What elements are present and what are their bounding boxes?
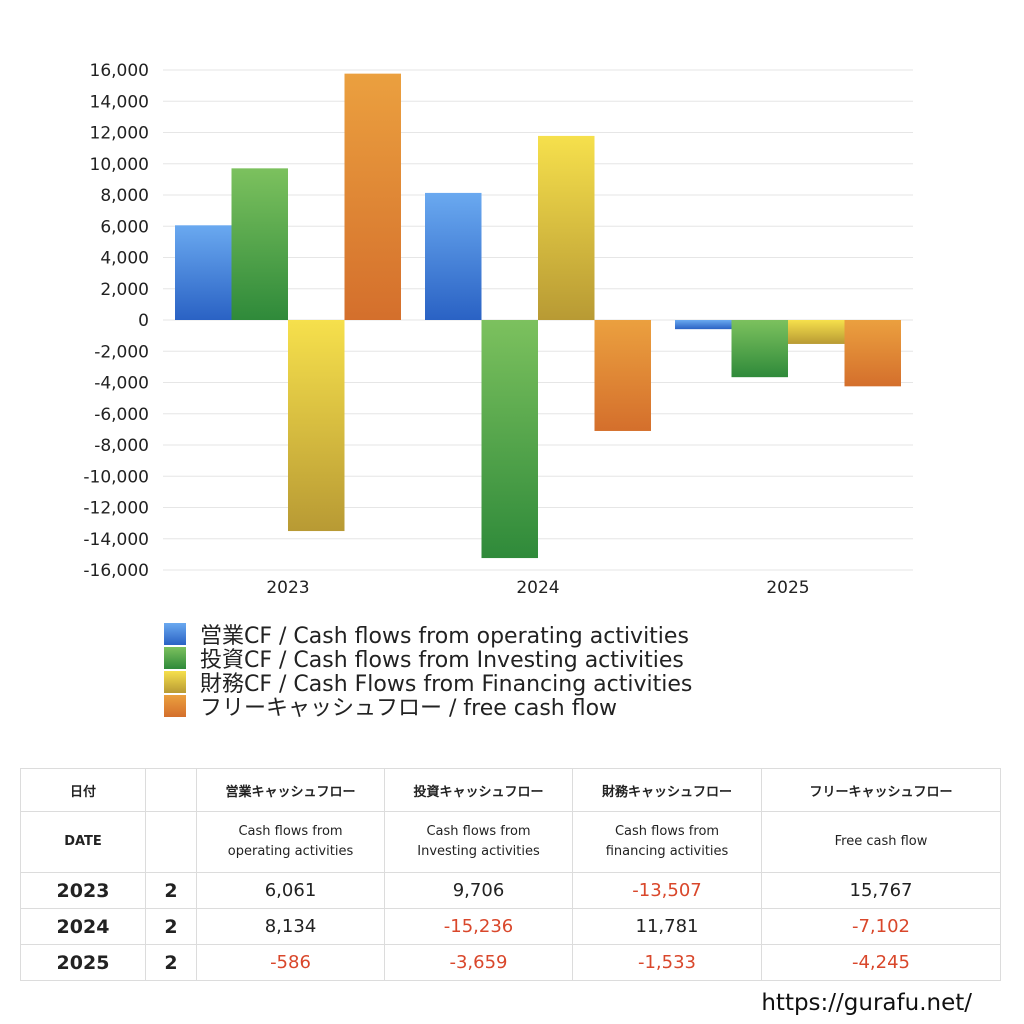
legend-label-investing: 投資CF / Cash flows from Investing activit…	[200, 648, 684, 673]
legend-swatch-investing	[164, 647, 186, 669]
bar-free-cash-flow-2024	[594, 320, 651, 431]
x-tick-label: 2023	[266, 578, 309, 598]
bar-investing-2024	[481, 320, 538, 559]
header-operating-jp: 営業キャッシュフロー	[196, 768, 385, 812]
row-count: 2	[145, 944, 197, 981]
bar-free-cash-flow-2023	[344, 73, 401, 320]
table-row: 2024 2 8,134 -15,236 11,781 -7,102	[20, 908, 1001, 945]
y-tick-label: 14,000	[90, 92, 149, 112]
bar-operating-2025	[675, 320, 732, 330]
y-tick-label: -12,000	[83, 499, 149, 519]
x-tick-label: 2024	[516, 578, 559, 598]
legend-label-financing: 財務CF / Cash Flows from Financing activit…	[200, 672, 693, 697]
row-investing: -3,659	[384, 944, 573, 981]
y-tick-label: 10,000	[90, 155, 149, 175]
table-row: 2025 2 -586 -3,659 -1,533 -4,245	[20, 944, 1001, 981]
row-count: 2	[145, 872, 197, 909]
table-header-en: DATE Cash flows from operating activitie…	[20, 811, 1001, 873]
y-tick-label: 8,000	[100, 186, 149, 206]
chart-legend: 営業CF / Cash flows from operating activit…	[164, 622, 692, 721]
header-investing-jp: 投資キャッシュフロー	[384, 768, 573, 812]
row-investing: 9,706	[384, 872, 573, 909]
bar-financing-2023	[288, 320, 345, 532]
legend-swatch-operating	[164, 623, 186, 645]
bar-operating-2024	[425, 192, 482, 320]
y-tick-label: -8,000	[94, 436, 149, 456]
row-count: 2	[145, 908, 197, 945]
header-financing-jp: 財務キャッシュフロー	[572, 768, 762, 812]
row-free-cash-flow: 15,767	[761, 872, 1001, 909]
row-financing: -13,507	[572, 872, 762, 909]
legend-label-free-cash-flow: フリーキャッシュフロー / free cash flow	[200, 696, 618, 721]
row-operating: 6,061	[196, 872, 385, 909]
table-row: 2023 2 6,061 9,706 -13,507 15,767	[20, 872, 1001, 909]
bar-series	[175, 73, 901, 559]
legend-item-free-cash-flow: フリーキャッシュフロー / free cash flow	[164, 694, 692, 721]
header-operating-en: Cash flows from operating activities	[196, 811, 385, 873]
bar-financing-2024	[538, 135, 595, 320]
row-investing: -15,236	[384, 908, 573, 945]
legend-label-operating: 営業CF / Cash flows from operating activit…	[200, 624, 689, 649]
header-date-en: DATE	[20, 811, 146, 873]
y-tick-label: 4,000	[100, 249, 149, 269]
header-blank	[145, 768, 197, 812]
legend-swatch-financing	[164, 671, 186, 693]
header-investing-en: Cash flows from Investing activities	[384, 811, 573, 873]
cash-flow-table: 日付 営業キャッシュフロー 投資キャッシュフロー 財務キャッシュフロー フリーキ…	[20, 768, 1001, 981]
cash-flow-bar-chart: 16,000 14,000 12,000 10,000 8,000 6,000 4,000 2…	[83, 61, 913, 598]
legend-item-financing: 財務CF / Cash Flows from Financing activit…	[164, 670, 692, 697]
legend-swatch-free-cash-flow	[164, 695, 186, 717]
bar-financing-2025	[788, 320, 845, 344]
y-tick-label: 2,000	[100, 280, 149, 300]
y-tick-label: -2,000	[94, 342, 149, 362]
bar-investing-2025	[731, 320, 788, 378]
row-year: 2024	[20, 908, 146, 945]
y-tick-label: 12,000	[90, 124, 149, 144]
y-tick-label: -16,000	[83, 561, 149, 581]
header-financing-en: Cash flows from financing activities	[572, 811, 762, 873]
row-year: 2023	[20, 872, 146, 909]
y-tick-label: -4,000	[94, 374, 149, 394]
row-year: 2025	[20, 944, 146, 981]
table-header-jp: 日付 営業キャッシュフロー 投資キャッシュフロー 財務キャッシュフロー フリーキ…	[20, 768, 1001, 812]
row-financing: 11,781	[572, 908, 762, 945]
x-axis-labels: 2023 2024 2025	[266, 578, 809, 598]
row-financing: -1,533	[572, 944, 762, 981]
y-tick-label: 6,000	[100, 217, 149, 237]
y-tick-label: -14,000	[83, 530, 149, 550]
x-tick-label: 2025	[766, 578, 809, 598]
bar-investing-2023	[231, 168, 288, 320]
legend-item-operating: 営業CF / Cash flows from operating activit…	[164, 622, 692, 649]
header-free-cash-flow-jp: フリーキャッシュフロー	[761, 768, 1001, 812]
y-tick-label: 16,000	[90, 61, 149, 81]
bar-free-cash-flow-2025	[844, 320, 901, 387]
header-free-cash-flow-en: Free cash flow	[761, 811, 1001, 873]
row-free-cash-flow: -7,102	[761, 908, 1001, 945]
y-tick-label: 0	[138, 311, 149, 331]
row-operating: 8,134	[196, 908, 385, 945]
header-blank-en	[145, 811, 197, 873]
site-url[interactable]: https://gurafu.net/	[761, 990, 972, 1016]
row-free-cash-flow: -4,245	[761, 944, 1001, 981]
y-axis-ticks: 16,000 14,000 12,000 10,000 8,000 6,000 4,000 2…	[83, 61, 149, 581]
row-operating: -586	[196, 944, 385, 981]
y-tick-label: -6,000	[94, 405, 149, 425]
header-date-jp: 日付	[20, 768, 146, 812]
legend-item-investing: 投資CF / Cash flows from Investing activit…	[164, 646, 692, 673]
bar-operating-2023	[175, 225, 232, 320]
y-tick-label: -10,000	[83, 467, 149, 487]
